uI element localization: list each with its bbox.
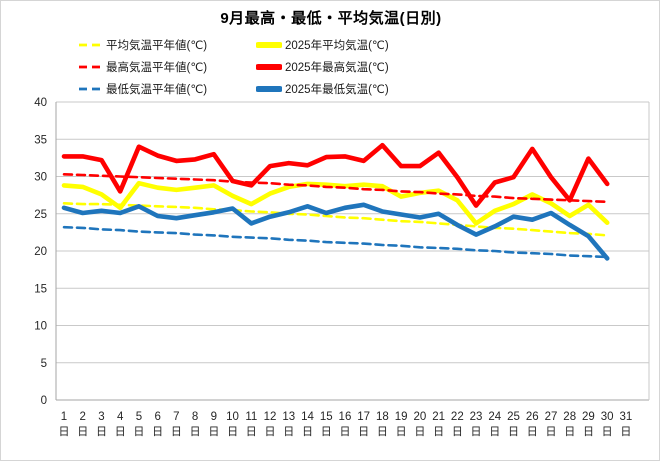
x-axis-tick-label-day: 4: [117, 411, 124, 423]
x-axis-tick-label-day: 7: [173, 411, 179, 423]
y-axis-tick-label: 5: [41, 358, 47, 370]
series-line-solid: [61, 180, 610, 226]
x-axis-tick-label-day: 15: [320, 411, 333, 423]
y-axis-tick-label: 10: [34, 321, 47, 333]
legend-solid-line-icon: [256, 86, 282, 92]
x-axis-tick-label-unit: 日: [302, 426, 313, 438]
legend-item: 2025年最低気温(℃): [256, 82, 389, 96]
x-axis-tick-label-day: 23: [470, 411, 483, 423]
x-axis-tick-label-day: 30: [601, 411, 614, 423]
legend-label: 2025年最高気温(℃): [285, 62, 389, 74]
x-axis-tick-label-day: 6: [154, 411, 160, 423]
x-axis-tick-label-unit: 日: [602, 426, 613, 438]
x-axis-tick-label-day: 1: [61, 411, 67, 423]
x-axis-tick-label-day: 10: [226, 411, 239, 423]
x-axis-tick-label-day: 3: [98, 411, 104, 423]
x-axis-tick-label-unit: 日: [433, 426, 444, 438]
x-axis-tick-label-unit: 日: [96, 426, 107, 438]
x-axis-tick-label-day: 19: [395, 411, 408, 423]
legend-item: 2025年最高気温(℃): [256, 60, 389, 74]
x-axis-tick-label-day: 25: [507, 411, 520, 423]
x-axis-tick-label-unit: 日: [583, 426, 594, 438]
x-axis-tick-label-day: 27: [545, 411, 558, 423]
x-axis-tick-label-day: 31: [620, 411, 633, 423]
x-axis-tick-label-day: 13: [282, 411, 295, 423]
y-axis-tick-label: 35: [34, 134, 47, 146]
legend-item: 最高気温平年値(℃): [77, 60, 207, 74]
x-axis-tick-label-unit: 日: [508, 426, 519, 438]
x-axis-tick-label-unit: 日: [471, 426, 482, 438]
x-axis-tick-label-day: 26: [526, 411, 539, 423]
x-axis-tick-label-unit: 日: [396, 426, 407, 438]
series-line-dashed: [62, 173, 609, 204]
x-axis-tick-label-unit: 日: [190, 426, 201, 438]
x-axis-tick-label-unit: 日: [77, 426, 88, 438]
legend-item: 2025年平均気温(℃): [256, 38, 389, 52]
x-axis-tick-label-day: 9: [211, 411, 217, 423]
x-axis-tick-label-day: 20: [413, 411, 426, 423]
x-axis-tick-label-day: 21: [432, 411, 445, 423]
legend-dashed-line-icon: [79, 65, 101, 69]
x-axis-tick-label-unit: 日: [208, 426, 219, 438]
legend-dashed-line-icon: [79, 43, 101, 47]
x-axis-tick-label-unit: 日: [452, 426, 463, 438]
legend-item: 平均気温平年値(℃): [77, 38, 207, 52]
legend-label: 2025年最低気温(℃): [285, 84, 389, 96]
x-axis-tick-label-unit: 日: [246, 426, 257, 438]
chart-legend: 平均気温平年値(℃) 2025年平均気温(℃) 最高気温平年値(℃) 2025年最高気…: [1, 1, 659, 101]
x-axis-tick-label-unit: 日: [227, 426, 238, 438]
x-axis-tick-label-day: 14: [301, 411, 314, 423]
y-axis-tick-label: 0: [41, 395, 47, 407]
x-axis-tick-label-unit: 日: [564, 426, 575, 438]
x-axis-tick-label-day: 2: [80, 411, 86, 423]
x-axis-tick-label-unit: 日: [321, 426, 332, 438]
legend-label: 平均気温平年値(℃): [106, 40, 208, 52]
chart-title: 9月最高・最低・平均気温(日別): [220, 10, 442, 27]
x-axis-tick-label-unit: 日: [265, 426, 276, 438]
legend-label: 最低気温平年値(℃): [106, 84, 208, 96]
x-axis-tick-label-day: 17: [357, 411, 370, 423]
x-axis-tick-label-day: 22: [451, 411, 464, 423]
x-axis-tick-label-day: 11: [245, 411, 257, 423]
series-line-solid: [61, 202, 610, 261]
x-axis-tick-label-day: 24: [488, 411, 501, 423]
x-axis-tick-label-day: 18: [376, 411, 389, 423]
x-axis-tick-label-unit: 日: [489, 426, 500, 438]
x-axis-tick-label-unit: 日: [620, 426, 631, 438]
y-axis-tick-label: 30: [34, 172, 47, 184]
y-axis-tick-label: 25: [34, 209, 47, 221]
series-line-dashed: [62, 202, 609, 237]
legend-item: 最低気温平年値(℃): [77, 82, 207, 96]
x-axis-tick-label-unit: 日: [152, 426, 163, 438]
series-line-solid: [61, 142, 610, 208]
legend-label: 最高気温平年値(℃): [106, 62, 208, 74]
y-axis-tick-label: 20: [34, 246, 47, 258]
legend-solid-line-icon: [256, 64, 282, 70]
x-axis-tick-label-unit: 日: [358, 426, 369, 438]
x-axis-tick-label-day: 12: [264, 411, 277, 423]
x-axis-tick-label-unit: 日: [133, 426, 144, 438]
legend-label: 2025年平均気温(℃): [285, 40, 389, 52]
x-axis-tick-label-unit: 日: [115, 426, 126, 438]
x-axis-tick-label-day: 16: [339, 411, 352, 423]
y-axis-tick-label: 15: [34, 283, 47, 295]
legend-dashed-line-icon: [79, 87, 101, 91]
series-line-dashed: [62, 225, 609, 259]
x-axis-tick-label-unit: 日: [283, 426, 294, 438]
x-axis-tick-label-day: 28: [563, 411, 576, 423]
x-axis-tick-label-unit: 日: [59, 426, 70, 438]
x-axis-tick-label-unit: 日: [527, 426, 538, 438]
x-axis-tick-label-unit: 日: [339, 426, 350, 438]
x-axis-tick-label-unit: 日: [377, 426, 388, 438]
legend-solid-line-icon: [256, 42, 282, 48]
x-axis-tick-label-day: 5: [136, 411, 142, 423]
x-axis-tick-label-unit: 日: [171, 426, 182, 438]
x-axis-tick-label-day: 29: [582, 411, 595, 423]
x-axis-tick-label-unit: 日: [545, 426, 556, 438]
x-axis-tick-label-day: 8: [192, 411, 198, 423]
y-axis-tick-label: 40: [34, 97, 47, 109]
x-axis-tick-label-unit: 日: [414, 426, 425, 438]
